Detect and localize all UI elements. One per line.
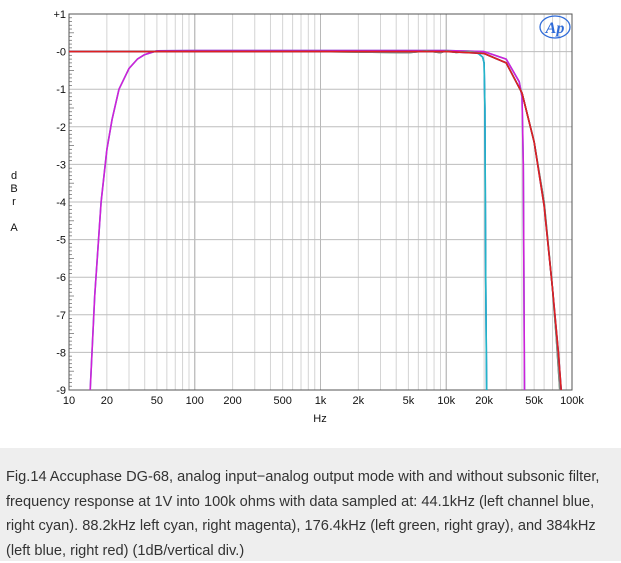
x-tick-label: 100k [560,395,584,407]
plot-frame [68,13,573,391]
y-tick-label: -0 [56,47,66,59]
ap-logo-ring [539,15,571,39]
y-tick-label: -6 [56,272,66,284]
y-tick-label: -2 [56,122,66,134]
series-lines [69,49,563,390]
figure-caption: Fig.14 Accuphase DG-68, analog input−ana… [0,448,621,561]
y-axis-title-letter: d [11,170,17,182]
x-tick-label: 100 [186,395,204,407]
x-tick-label: 5k [403,395,415,407]
y-tick-label: -5 [56,235,66,247]
y-axis-title-letter: r [12,196,16,208]
series-line-1 [69,50,488,390]
y-tick-label: -9 [56,385,66,397]
y-axis-tick-labels: +1 -0 -1 -2 -3 -4 -5 -6 -7 -8 -9 [53,9,66,397]
x-tick-label: 10k [437,395,455,407]
chart-area: +1 -0 -1 -2 -3 -4 -5 -6 -7 -8 -9 10 20 50 100 200 500 1k… [10,9,585,425]
x-tick-label: 500 [273,395,291,407]
series-line-3 [89,49,526,390]
series-line-0 [69,50,488,390]
series-line-7 [69,50,563,390]
y-axis-title: dBr A [10,170,18,234]
series-line-4 [69,49,561,390]
x-axis-tick-labels: 10 20 50 100 200 500 1k 2k 5k 10k 20k 50k 100k [63,395,585,407]
y-tick-label: -1 [56,84,66,96]
y-tick-label: -7 [56,310,66,322]
frequency-response-chart: +1 -0 -1 -2 -3 -4 -5 -6 -7 -8 -9 10 20 50 100 200 500 1k… [10,9,585,425]
x-tick-label: 50k [525,395,543,407]
y-tick-label: -3 [56,159,66,171]
y-tick-label: -8 [56,347,66,359]
x-tick-label: 1k [315,395,327,407]
y-axis-title-letter: A [10,222,18,234]
y-tick-label: -4 [56,197,66,209]
x-axis-title: Hz [313,413,326,425]
ap-logo-text: Ap [545,20,565,37]
ap-logo: Ap [539,15,571,39]
series-line-2 [89,49,526,390]
x-tick-label: 20k [475,395,493,407]
x-tick-label: 50 [151,395,163,407]
x-tick-label: 200 [223,395,241,407]
x-tick-label: 10 [63,395,75,407]
x-tick-label: 20 [101,395,113,407]
x-tick-label: 2k [353,395,365,407]
y-axis-title-letter: B [10,183,17,195]
y-tick-label: +1 [53,9,66,21]
series-line-5 [69,49,561,390]
